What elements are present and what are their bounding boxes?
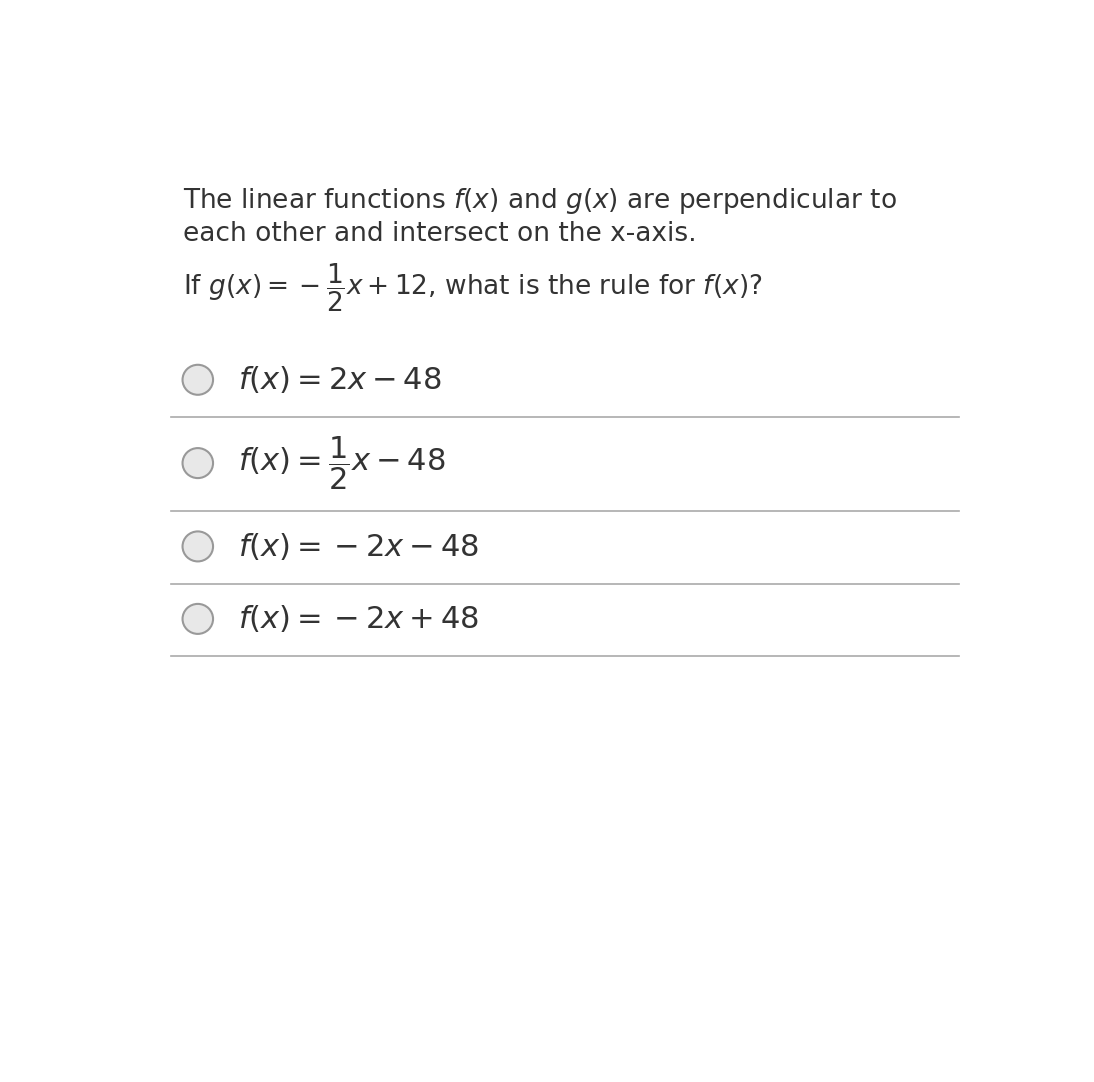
Text: The linear functions $f(x)$ and $g(x)$ are perpendicular to: The linear functions $f(x)$ and $g(x)$ a… [184,186,897,215]
Circle shape [183,604,213,634]
Text: $f(x)=-2x+48$: $f(x)=-2x+48$ [238,604,479,634]
Circle shape [183,448,213,478]
Circle shape [183,365,213,395]
Text: $f(x)=2x-48$: $f(x)=2x-48$ [238,365,442,395]
Text: $f(x)=\dfrac{1}{2}x-48$: $f(x)=\dfrac{1}{2}x-48$ [238,434,446,492]
Text: If $g(x)=-\dfrac{1}{2}x+12$, what is the rule for $f(x)$?: If $g(x)=-\dfrac{1}{2}x+12$, what is the… [184,262,763,314]
Text: $f(x)=-2x-48$: $f(x)=-2x-48$ [238,531,479,562]
Circle shape [183,531,213,562]
Text: each other and intersect on the x-axis.: each other and intersect on the x-axis. [184,221,697,247]
